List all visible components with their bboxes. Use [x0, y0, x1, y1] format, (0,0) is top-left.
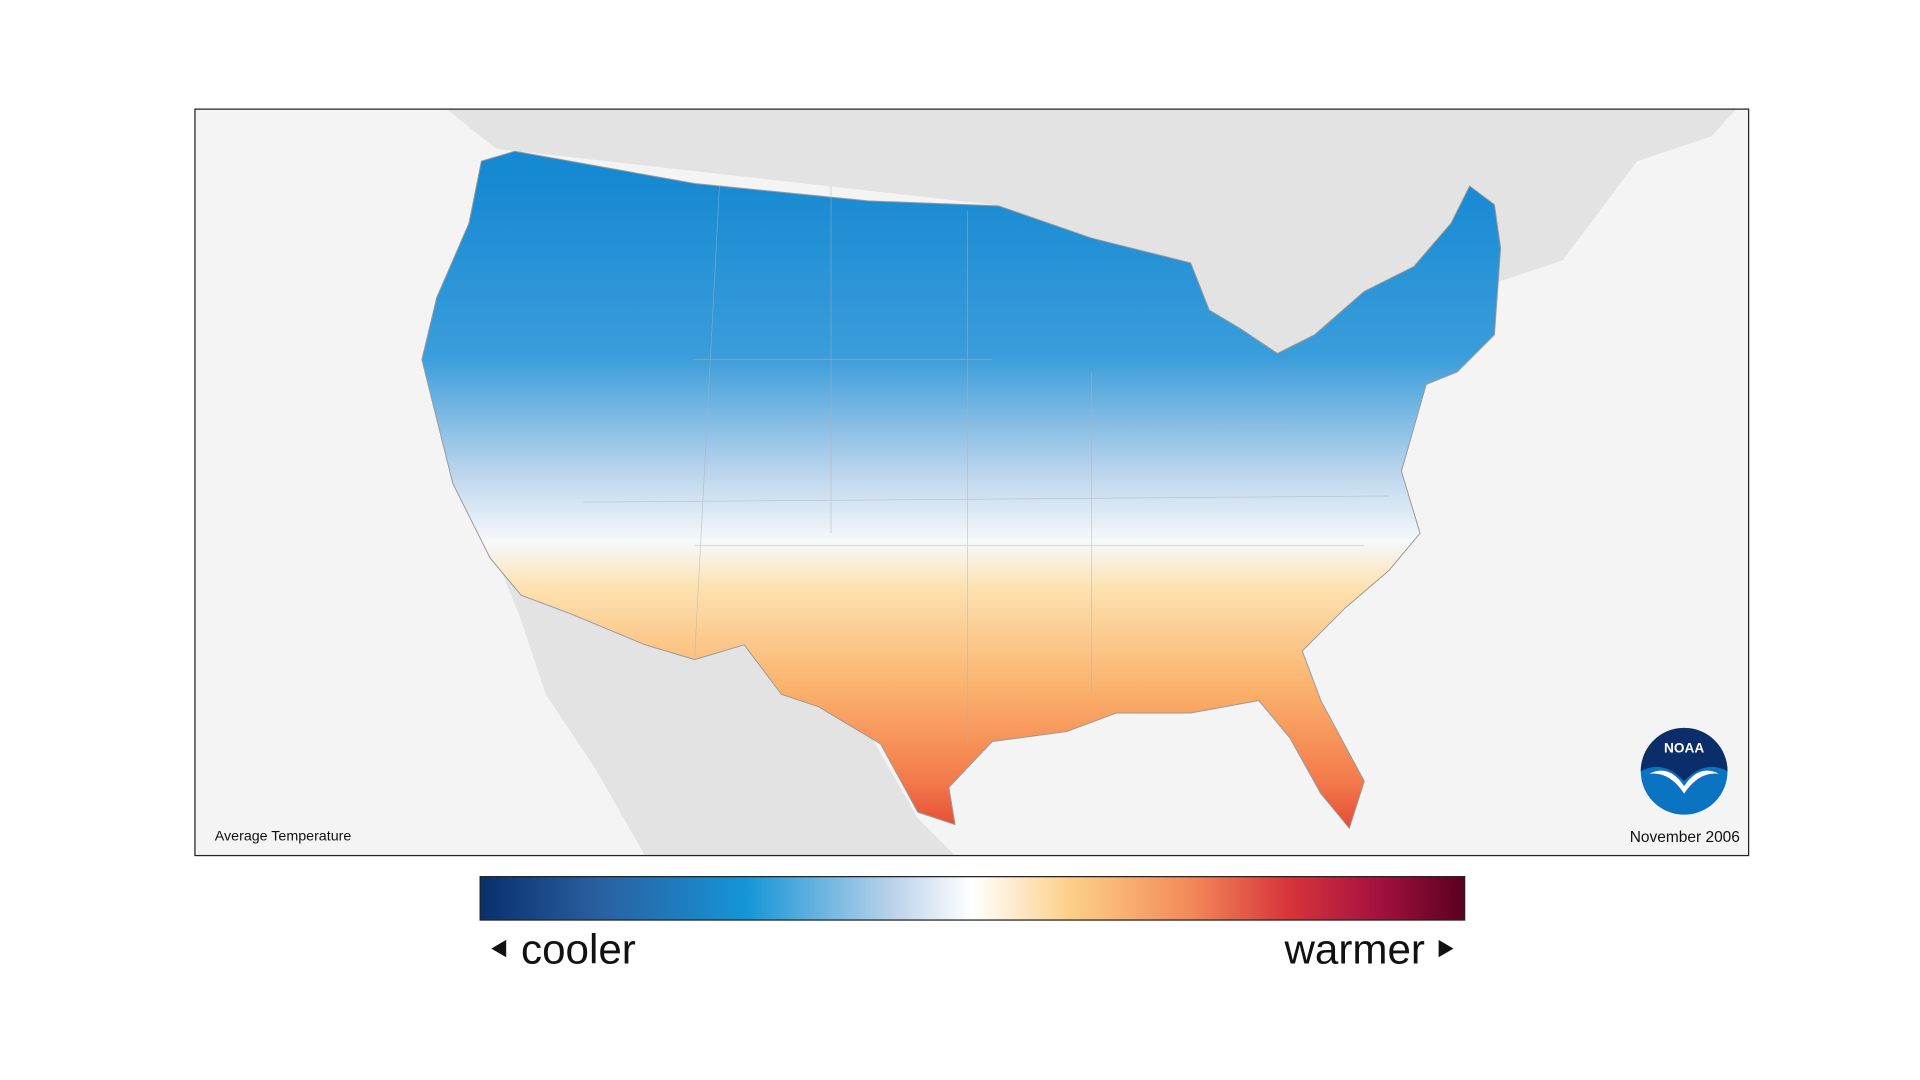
map-frame [194, 108, 1750, 857]
warmer-label: warmer [1283, 925, 1424, 972]
logo-top [1640, 727, 1728, 782]
map-area [194, 109, 1749, 856]
map-date: November 2006 [1630, 829, 1740, 846]
noaa-logo: NOAA [1640, 727, 1728, 815]
state-borders [583, 185, 1390, 744]
logo-text: NOAA [1664, 741, 1704, 756]
cooler-label: cooler [521, 925, 636, 972]
contiguous-us-temperature [421, 150, 1502, 830]
color-scale [479, 876, 1466, 921]
logo-bird [1649, 770, 1719, 794]
warmer-arrow [1438, 939, 1454, 958]
mexico [496, 557, 956, 856]
cooler-arrow [491, 939, 507, 958]
map-caption: Average Temperature [215, 829, 352, 845]
